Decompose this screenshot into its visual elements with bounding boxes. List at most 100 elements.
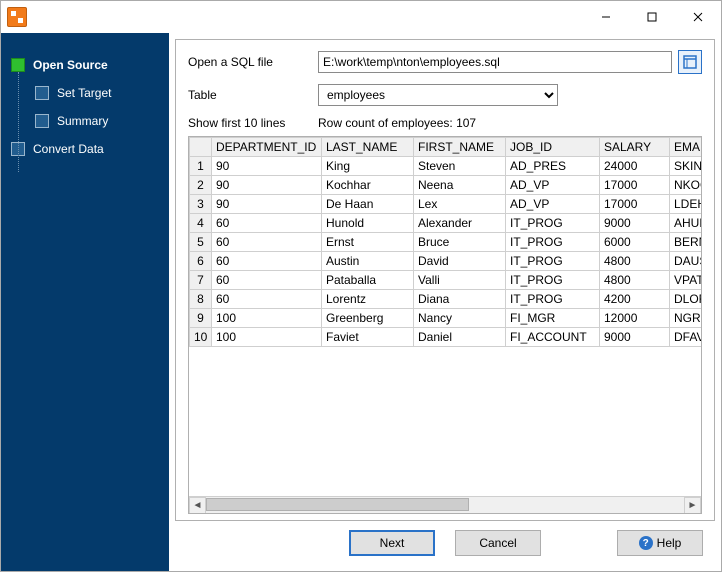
table-cell[interactable]: 12000 — [600, 309, 670, 328]
minimize-button[interactable] — [583, 1, 629, 33]
preview-table-container: DEPARTMENT_IDLAST_NAMEFIRST_NAMEJOB_IDSA… — [188, 136, 702, 514]
table-cell[interactable]: 100 — [212, 328, 322, 347]
table-cell[interactable]: Neena — [414, 176, 506, 195]
table-cell[interactable]: FI_ACCOUNT — [506, 328, 600, 347]
table-row[interactable]: 190KingStevenAD_PRES24000SKING — [190, 157, 702, 176]
table-cell[interactable]: 4800 — [600, 252, 670, 271]
table-cell[interactable]: DFAVIET — [670, 328, 702, 347]
sidebar-item-open-source[interactable]: Open Source — [1, 51, 169, 79]
next-button[interactable]: Next — [349, 530, 435, 556]
table-cell[interactable]: 6000 — [600, 233, 670, 252]
table-cell[interactable]: 17000 — [600, 176, 670, 195]
column-header[interactable]: SALARY — [600, 138, 670, 157]
table-cell[interactable]: VPATABAL — [670, 271, 702, 290]
table-cell[interactable]: 60 — [212, 290, 322, 309]
table-row[interactable]: 290KochharNeenaAD_VP17000NKOCHHAR — [190, 176, 702, 195]
table-cell[interactable]: 9000 — [600, 214, 670, 233]
column-header[interactable]: EMAIL — [670, 138, 702, 157]
table-cell[interactable]: NKOCHHAR — [670, 176, 702, 195]
table-row[interactable]: 560ErnstBruceIT_PROG6000BERNST — [190, 233, 702, 252]
table-cell[interactable]: Bruce — [414, 233, 506, 252]
table-cell[interactable]: IT_PROG — [506, 290, 600, 309]
table-cell[interactable]: AD_VP — [506, 176, 600, 195]
table-cell[interactable]: IT_PROG — [506, 252, 600, 271]
table-cell[interactable]: Alexander — [414, 214, 506, 233]
table-cell[interactable]: NGREENBE — [670, 309, 702, 328]
sidebar-item-convert-data[interactable]: Convert Data — [1, 135, 169, 163]
table-cell[interactable]: Austin — [322, 252, 414, 271]
table-cell[interactable]: Faviet — [322, 328, 414, 347]
scroll-right-icon[interactable]: ► — [684, 497, 701, 514]
table-cell[interactable]: Pataballa — [322, 271, 414, 290]
column-header[interactable]: DEPARTMENT_ID — [212, 138, 322, 157]
sidebar-item-label: Convert Data — [33, 142, 104, 156]
close-button[interactable] — [675, 1, 721, 33]
column-header[interactable]: JOB_ID — [506, 138, 600, 157]
table-cell[interactable]: 60 — [212, 233, 322, 252]
help-button[interactable]: ? Help — [617, 530, 703, 556]
table-cell[interactable]: 100 — [212, 309, 322, 328]
scrollbar-thumb[interactable] — [206, 498, 469, 511]
table-cell[interactable]: 17000 — [600, 195, 670, 214]
table-row[interactable]: 860LorentzDianaIT_PROG4200DLORENTZ — [190, 290, 702, 309]
table-cell[interactable]: DAUSTIN — [670, 252, 702, 271]
table-cell[interactable]: Lorentz — [322, 290, 414, 309]
table-cell[interactable]: 90 — [212, 195, 322, 214]
table-cell[interactable]: 90 — [212, 157, 322, 176]
scroll-left-icon[interactable]: ◄ — [189, 497, 206, 514]
table-cell[interactable]: 60 — [212, 214, 322, 233]
sidebar-item-summary[interactable]: Summary — [1, 107, 169, 135]
row-number: 7 — [190, 271, 212, 290]
horizontal-scrollbar[interactable]: ◄ ► — [189, 496, 701, 513]
table-cell[interactable]: BERNST — [670, 233, 702, 252]
table-cell[interactable]: Daniel — [414, 328, 506, 347]
table-cell[interactable]: 60 — [212, 252, 322, 271]
table-cell[interactable]: 9000 — [600, 328, 670, 347]
table-cell[interactable]: Ernst — [322, 233, 414, 252]
sidebar-item-set-target[interactable]: Set Target — [1, 79, 169, 107]
table-row[interactable]: 660AustinDavidIT_PROG4800DAUSTIN — [190, 252, 702, 271]
sql-file-input[interactable] — [318, 51, 672, 73]
column-header[interactable]: FIRST_NAME — [414, 138, 506, 157]
table-row[interactable]: 390De HaanLexAD_VP17000LDEHAAN — [190, 195, 702, 214]
table-cell[interactable]: Lex — [414, 195, 506, 214]
table-cell[interactable]: 90 — [212, 176, 322, 195]
table-cell[interactable]: Hunold — [322, 214, 414, 233]
table-cell[interactable]: FI_MGR — [506, 309, 600, 328]
table-cell[interactable]: Kochhar — [322, 176, 414, 195]
table-cell[interactable]: IT_PROG — [506, 233, 600, 252]
table-cell[interactable]: AD_VP — [506, 195, 600, 214]
table-cell[interactable]: IT_PROG — [506, 271, 600, 290]
table-select[interactable]: employees — [318, 84, 558, 106]
table-cell[interactable]: Valli — [414, 271, 506, 290]
table-cell[interactable]: Diana — [414, 290, 506, 309]
cancel-button[interactable]: Cancel — [455, 530, 541, 556]
table-cell[interactable]: Nancy — [414, 309, 506, 328]
table-cell[interactable]: 60 — [212, 271, 322, 290]
table-cell[interactable]: LDEHAAN — [670, 195, 702, 214]
row-number: 9 — [190, 309, 212, 328]
table-cell[interactable]: De Haan — [322, 195, 414, 214]
browse-button[interactable] — [678, 50, 702, 74]
table-row[interactable]: 460HunoldAlexanderIT_PROG9000AHUNOLD — [190, 214, 702, 233]
table-cell[interactable]: King — [322, 157, 414, 176]
table-cell[interactable]: 24000 — [600, 157, 670, 176]
column-header[interactable]: LAST_NAME — [322, 138, 414, 157]
table-cell[interactable]: AD_PRES — [506, 157, 600, 176]
table-row[interactable]: 760PataballaValliIT_PROG4800VPATABAL — [190, 271, 702, 290]
table-cell[interactable]: Steven — [414, 157, 506, 176]
row-number: 4 — [190, 214, 212, 233]
app-window: Open Source Set Target Summary Convert D… — [0, 0, 722, 572]
table-cell[interactable]: SKING — [670, 157, 702, 176]
sidebar-item-label: Summary — [57, 114, 108, 128]
table-cell[interactable]: AHUNOLD — [670, 214, 702, 233]
table-cell[interactable]: 4800 — [600, 271, 670, 290]
table-row[interactable]: 10100FavietDanielFI_ACCOUNT9000DFAVIET — [190, 328, 702, 347]
table-cell[interactable]: David — [414, 252, 506, 271]
table-cell[interactable]: Greenberg — [322, 309, 414, 328]
maximize-button[interactable] — [629, 1, 675, 33]
table-cell[interactable]: DLORENTZ — [670, 290, 702, 309]
table-cell[interactable]: 4200 — [600, 290, 670, 309]
table-row[interactable]: 9100GreenbergNancyFI_MGR12000NGREENBE — [190, 309, 702, 328]
table-cell[interactable]: IT_PROG — [506, 214, 600, 233]
